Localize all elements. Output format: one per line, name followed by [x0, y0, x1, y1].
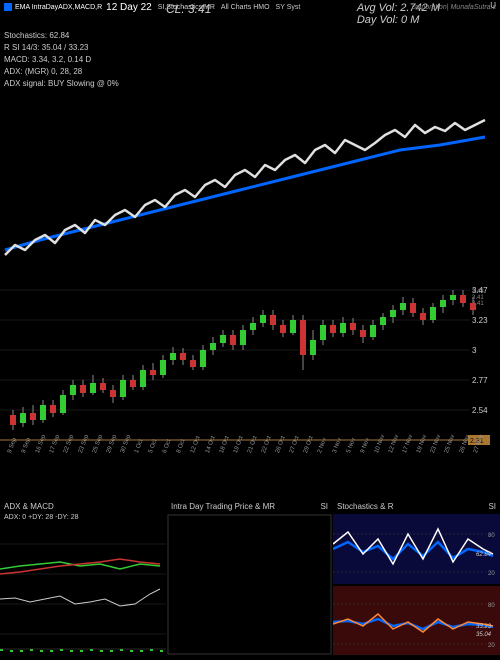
svg-text:80: 80 — [488, 533, 495, 539]
stoch-panel-title: Stochastics & R SI — [333, 500, 500, 513]
date-label: 23 Sep — [78, 452, 106, 462]
svg-text:3: 3 — [472, 346, 477, 355]
date-label: 21 Oct — [247, 452, 275, 462]
sys-text: SY Syst — [276, 4, 301, 11]
date-label: 25 Nov — [444, 452, 472, 462]
price-chart-svg — [0, 95, 490, 265]
adx-panel-title: ADX & MACD — [0, 500, 166, 513]
close-price: CL: 3.41 — [166, 2, 211, 16]
adx-value: ADX: (MGR) 0, 28, 28 — [4, 66, 119, 78]
date-label: 12 Oct — [190, 452, 218, 462]
svg-text:35.04: 35.04 — [476, 632, 492, 638]
date-label: 19 Oct — [233, 452, 261, 462]
indicators-text: EMA IntraDayADX,MACD,R — [15, 4, 102, 11]
date-label: 29 Oct — [303, 452, 331, 462]
date-label: 16 Sep — [35, 452, 63, 462]
date-label: 26 Oct — [275, 452, 303, 462]
svg-text:80: 80 — [488, 603, 495, 609]
date-label: 17 Nov — [402, 452, 430, 462]
date-label: 9 Sep — [7, 452, 35, 462]
price-chart-panel — [0, 95, 500, 265]
date-label: 3 Nov — [332, 452, 360, 462]
stoch-value: Stochastics: 62.84 — [4, 30, 119, 42]
date-label: 25 Sep — [92, 452, 120, 462]
date-label: 29 Sep — [106, 452, 134, 462]
corporation-text: corporation| MunafaSutra.c — [412, 4, 496, 11]
date-label: 9 Nov — [360, 452, 388, 462]
header-legend: EMA IntraDayADX,MACD,R 12 Day 22 SI,Stoc… — [4, 2, 300, 13]
date-label: 27 Oct — [289, 452, 317, 462]
macd-value: MACD: 3.34, 3.2, 0.14 D — [4, 54, 119, 66]
date-label: 18 Oct — [219, 452, 247, 462]
stochastics-panel: Stochastics & R SI 80 20 80 20 62.84 33.23 35.… — [333, 500, 500, 655]
date-label: 30 Sep — [120, 452, 148, 462]
legend-color-box — [4, 3, 12, 11]
date-label: 8 Oct — [176, 452, 204, 462]
date-label: 5 Nov — [346, 452, 374, 462]
candle-chart-svg: 3.473.2332.772.542.312.313.483.413.41 — [0, 275, 490, 450]
date-label: 22 Sep — [63, 452, 91, 462]
period-text: 12 Day 22 — [106, 2, 152, 13]
date-label: 14 Oct — [205, 452, 233, 462]
date-label: 1 Oct — [134, 452, 162, 462]
adx-macd-panel: ADX & MACD ADX: 0 +DY: 28 -DY: 28 — [0, 500, 166, 655]
date-axis: 9 Sep9 Sep16 Sep17 Sep22 Sep23 Sep25 Sep… — [0, 452, 480, 482]
indicator-info: Stochastics: 62.84 R SI 14/3: 35.04 / 33… — [4, 30, 119, 90]
intra-panel-title: Intra Day Trading Price & MR SI — [167, 500, 332, 513]
date-label: 6 Oct — [162, 452, 190, 462]
date-label: 12 Nov — [388, 452, 416, 462]
date-label: 5 Oct — [148, 452, 176, 462]
date-label: 2 Nov — [317, 452, 345, 462]
date-label: 22 Oct — [261, 452, 289, 462]
date-label: 10 Nov — [374, 452, 402, 462]
stoch-svg: 80 20 80 20 62.84 33.23 35.04 — [333, 514, 500, 655]
intraday-panel: Intra Day Trading Price & MR SI — [167, 500, 332, 655]
intra-svg — [167, 514, 332, 655]
svg-text:2.54: 2.54 — [472, 406, 488, 415]
svg-text:3.23: 3.23 — [472, 316, 488, 325]
date-label: 9 Sep — [21, 452, 49, 462]
day-vol: Day Vol: 0 M — [357, 14, 420, 26]
date-label: 23 Nov — [430, 452, 458, 462]
svg-text:20: 20 — [488, 643, 495, 649]
adx-signal: ADX signal: BUY Slowing @ 0% — [4, 78, 119, 90]
svg-text:20: 20 — [488, 571, 495, 577]
adx-svg — [0, 514, 166, 655]
charts-type-text: All Charts HMO — [221, 4, 270, 11]
rsi-value: R SI 14/3: 35.04 / 33.23 — [4, 42, 119, 54]
date-label: 19 Nov — [416, 452, 444, 462]
svg-text:62.84: 62.84 — [476, 552, 492, 558]
date-label: 17 Sep — [49, 452, 77, 462]
svg-text:33.23: 33.23 — [476, 624, 492, 630]
svg-text:2.77: 2.77 — [472, 376, 488, 385]
